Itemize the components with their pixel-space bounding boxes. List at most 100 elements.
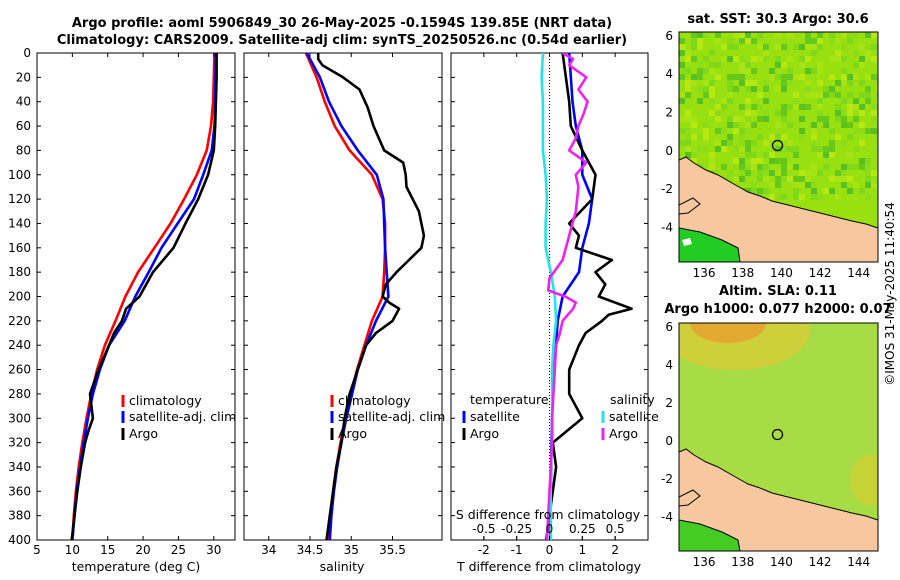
sst-pixel (835, 110, 841, 116)
sst-pixel (691, 122, 697, 128)
sst-pixel (865, 170, 871, 176)
sst-pixel (763, 80, 769, 86)
longitude-tick-label: 144 (847, 555, 870, 569)
sst-pixel (721, 44, 727, 50)
latitude-tick-label: 0 (665, 144, 673, 158)
sla-peak-area (690, 323, 766, 343)
sst-pixel (775, 122, 781, 128)
sst-pixel (829, 128, 835, 134)
sst-pixel (829, 176, 835, 182)
sst-pixel (853, 32, 859, 38)
sst-pixel (781, 176, 787, 182)
sst-pixel (811, 134, 817, 140)
sst-pixel (835, 170, 841, 176)
sst-pixel (793, 164, 799, 170)
sst-pixel (769, 134, 775, 140)
sst-pixel (829, 188, 835, 194)
sst-pixel (871, 170, 877, 176)
sst-pixel (793, 74, 799, 80)
sst-pixel (793, 188, 799, 194)
sst-pixel (727, 122, 733, 128)
longitude-tick-label: 144 (847, 266, 870, 280)
sst-pixel (853, 116, 859, 122)
sst-pixel (847, 92, 853, 98)
sst-pixel (829, 74, 835, 80)
sst-pixel (811, 128, 817, 134)
sst-pixel (697, 32, 703, 38)
sst-pixel (817, 170, 823, 176)
sst-pixel (823, 164, 829, 170)
longitude-tick-label: 136 (693, 266, 716, 280)
sst-pixel (793, 182, 799, 188)
s-diff-tick-label: -0.25 (501, 522, 532, 536)
sst-pixel (835, 116, 841, 122)
sst-pixel (793, 176, 799, 182)
sst-pixel (727, 98, 733, 104)
sst-pixel (835, 80, 841, 86)
sst-pixel (817, 146, 823, 152)
sst-pixel (739, 104, 745, 110)
sst-pixel (841, 182, 847, 188)
sst-pixel (805, 170, 811, 176)
sst-pixel (751, 122, 757, 128)
sst-pixel (793, 44, 799, 50)
sst-pixel (835, 194, 841, 200)
sst-pixel (829, 86, 835, 92)
new-guinea-land (679, 448, 878, 551)
sst-pixel (745, 98, 751, 104)
sst-pixel (847, 32, 853, 38)
sst-pixel (685, 86, 691, 92)
sst-pixel (847, 110, 853, 116)
sst-pixel (757, 158, 763, 164)
sst-pixel (763, 140, 769, 146)
sst-pixel (745, 188, 751, 194)
sst-pixel (733, 74, 739, 80)
sst-pixel (745, 62, 751, 68)
sst-pixel (691, 134, 697, 140)
sst-pixel (811, 188, 817, 194)
sst-pixel (757, 170, 763, 176)
depth-tick-label: 360 (8, 484, 31, 498)
sst-pixel (793, 152, 799, 158)
sst-pixel (787, 176, 793, 182)
latitude-tick-label: -2 (661, 472, 673, 486)
sst-pixel (775, 74, 781, 80)
sst-pixel (745, 170, 751, 176)
sla-east-anomaly (850, 455, 878, 505)
sst-pixel (865, 56, 871, 62)
sst-pixel (817, 116, 823, 122)
sst-pixel (859, 140, 865, 146)
sst-pixel (727, 134, 733, 140)
sst-pixel (757, 104, 763, 110)
sst-pixel (865, 194, 871, 200)
sst-pixel (787, 56, 793, 62)
sst-pixel (859, 188, 865, 194)
sst-pixel (703, 134, 709, 140)
sst-pixel (703, 122, 709, 128)
sst-pixel (715, 38, 721, 44)
x-tick-label: 30 (206, 543, 221, 557)
sst-pixel (811, 38, 817, 44)
sst-pixel (763, 152, 769, 158)
sst-pixel (781, 170, 787, 176)
temperature-climatology-line (71, 53, 216, 540)
latitude-tick-label: 2 (665, 396, 673, 410)
sst-pixel (841, 122, 847, 128)
sst-pixel (859, 104, 865, 110)
sst-pixel (691, 158, 697, 164)
sst-pixel (703, 32, 709, 38)
sst-pixel (751, 104, 757, 110)
legend-label-sal-satellite: satellite (609, 409, 659, 424)
sst-pixel (799, 128, 805, 134)
sst-pixel (691, 74, 697, 80)
sst-pixel (727, 86, 733, 92)
sst-pixel (811, 140, 817, 146)
coast-fragment (679, 197, 701, 215)
sst-pixel (685, 56, 691, 62)
sst-pixel (763, 176, 769, 182)
sst-pixel (817, 80, 823, 86)
sst-pixel (847, 188, 853, 194)
sst-pixel (715, 140, 721, 146)
sla-map-title-line2: Argo h1000: 0.077 h2000: 0.07 (664, 302, 891, 317)
sst-pixel (733, 158, 739, 164)
